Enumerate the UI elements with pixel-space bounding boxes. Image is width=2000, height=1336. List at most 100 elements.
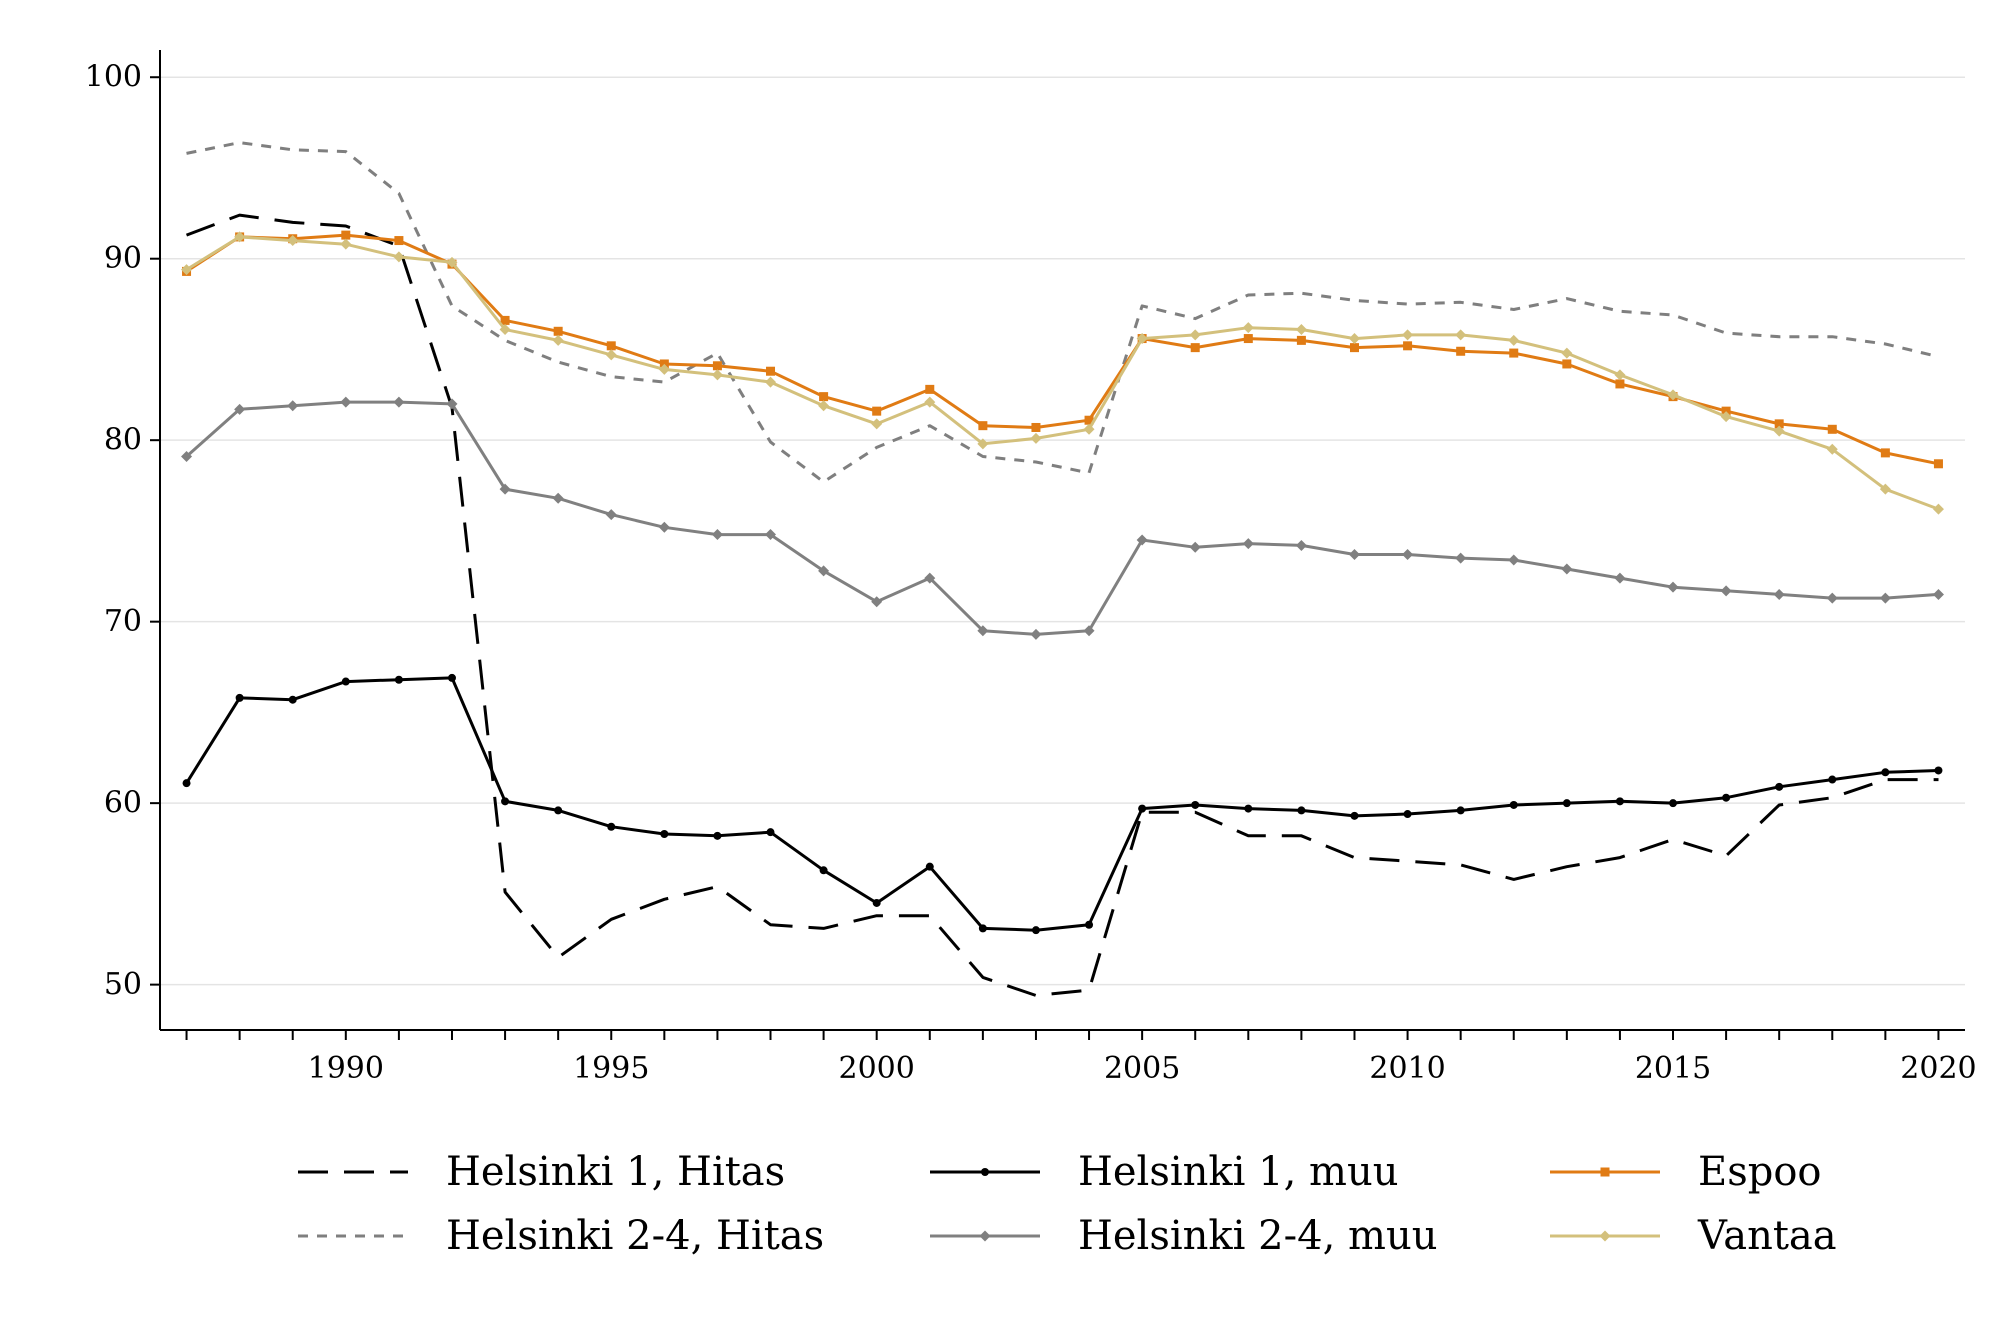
data-point (977, 625, 989, 637)
series-helsinki-1-muu (182, 673, 1943, 935)
data-point (1136, 534, 1148, 546)
data-point (711, 529, 723, 541)
x-tick-label: 2020 (1900, 1051, 1976, 1086)
y-tick-label: 80 (104, 423, 142, 458)
data-point (925, 862, 934, 871)
data-point (1030, 628, 1042, 640)
series-line (186, 141, 1939, 484)
x-tick-label: 2015 (1635, 1051, 1711, 1086)
data-point (1350, 811, 1359, 820)
data-point (1242, 538, 1254, 550)
data-point (288, 695, 297, 704)
data-point (712, 361, 722, 371)
data-point (1297, 806, 1306, 815)
series-helsinki-2-4-muu (181, 396, 1944, 640)
data-point (1402, 329, 1414, 341)
data-point (1455, 329, 1467, 341)
y-tick-label: 90 (104, 241, 142, 276)
legend-label: Helsinki 2-4, muu (1078, 1213, 1437, 1259)
data-point (1138, 804, 1147, 813)
data-point (1933, 459, 1943, 469)
data-point (341, 677, 350, 686)
data-point (1774, 419, 1784, 429)
data-point (818, 400, 830, 412)
data-point (340, 238, 352, 250)
data-point (1509, 348, 1519, 358)
legend-item-vantaa: Vantaa (1550, 1213, 1837, 1259)
data-point (1189, 541, 1201, 553)
data-point (1826, 443, 1838, 455)
data-point (1031, 422, 1041, 432)
data-point (711, 369, 723, 381)
legend-item-helsinki-2-4-muu: Helsinki 2-4, muu (930, 1213, 1437, 1259)
data-point (765, 376, 777, 388)
data-point (606, 341, 616, 351)
data-point (394, 236, 404, 246)
series-line (185, 213, 1939, 997)
data-point (1085, 920, 1094, 929)
data-point (235, 693, 244, 702)
x-ticks: 1990 1995 2000 2005 2010 2015 2020 (185, 1030, 1977, 1086)
data-point (1667, 581, 1679, 593)
data-point (1402, 549, 1414, 561)
legend-marker (981, 1168, 989, 1176)
data-point (1615, 379, 1625, 389)
data-point (287, 235, 299, 247)
data-point (1244, 804, 1253, 813)
legend-label: Helsinki 1, Hitas (446, 1149, 785, 1195)
data-point (1456, 806, 1465, 815)
data-point (1403, 810, 1412, 819)
data-point (924, 572, 936, 584)
data-point (1879, 592, 1891, 604)
series-line (185, 235, 1940, 511)
data-point (1879, 483, 1891, 495)
data-point (1295, 539, 1307, 551)
data-point (658, 521, 670, 533)
data-point (1561, 563, 1573, 575)
data-point (1828, 775, 1837, 784)
x-tick-label: 1990 (308, 1051, 384, 1086)
data-point (819, 392, 829, 402)
data-point (1775, 782, 1784, 791)
data-point (499, 323, 511, 335)
data-point (1508, 554, 1520, 566)
data-point (1773, 425, 1785, 437)
data-point (1561, 347, 1573, 359)
y-ticks: 50 60 70 80 90 100 (85, 60, 160, 1002)
series-line (185, 676, 1939, 932)
data-point (1826, 592, 1838, 604)
series-line (185, 400, 1939, 636)
data-point (501, 797, 510, 806)
data-point (1030, 432, 1042, 444)
data-point (393, 251, 405, 263)
data-point (1455, 552, 1467, 564)
data-point (393, 396, 405, 408)
data-point (181, 264, 193, 276)
legend-label: Espoo (1698, 1149, 1822, 1195)
data-point (446, 256, 458, 268)
data-point (872, 406, 882, 416)
data-point (658, 363, 670, 375)
data-point (871, 418, 883, 430)
data-point (660, 830, 669, 838)
data-point (871, 596, 883, 608)
data-point (1403, 341, 1413, 351)
data-point (234, 231, 246, 243)
legend-marker (1599, 1230, 1611, 1242)
data-point (1667, 389, 1679, 401)
data-point (1349, 343, 1359, 353)
data-point (872, 898, 881, 907)
data-point (1773, 588, 1785, 600)
data-point (394, 675, 403, 684)
data-point (1189, 329, 1201, 341)
data-point (605, 349, 617, 361)
series-line (185, 233, 1939, 466)
data-point (1720, 411, 1732, 423)
data-point (1722, 793, 1731, 802)
data-point (1669, 799, 1678, 808)
data-point (818, 565, 830, 577)
data-point (1508, 334, 1520, 346)
data-point (1456, 346, 1466, 356)
legend: Helsinki 1, Hitas Helsinki 1, muu Espoo Hel… (298, 1149, 1837, 1259)
